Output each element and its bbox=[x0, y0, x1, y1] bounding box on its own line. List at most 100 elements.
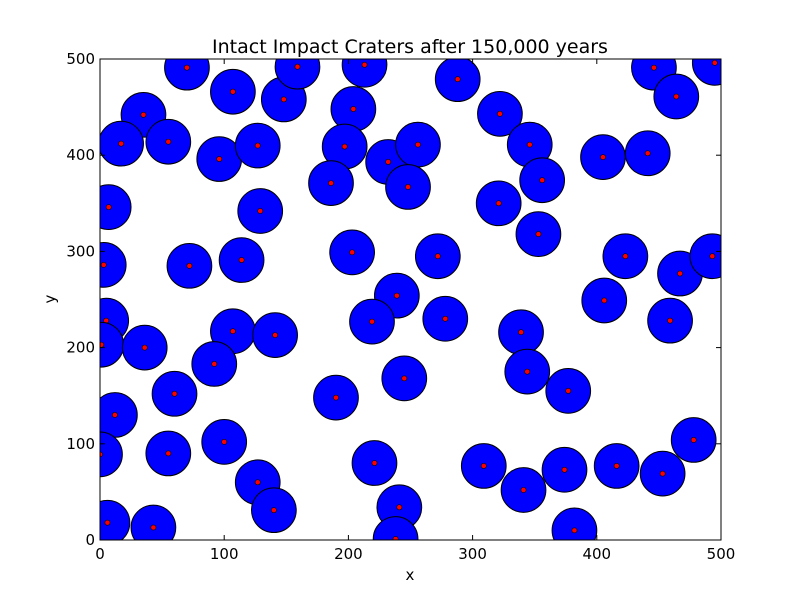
crater-center-20 bbox=[600, 154, 606, 161]
crater-center-50 bbox=[401, 375, 408, 382]
crater-center-60 bbox=[561, 466, 568, 473]
y-tick-label-0: 0 bbox=[85, 531, 95, 549]
chart-title: Intact Impact Craters after 150,000 year… bbox=[212, 36, 608, 58]
crater-center-13 bbox=[350, 106, 357, 112]
x-tick-label-0: 0 bbox=[95, 545, 105, 563]
crater-center-37 bbox=[393, 292, 400, 299]
crater-center-5 bbox=[454, 76, 461, 83]
crater-center-69 bbox=[150, 524, 157, 531]
crater-center-11 bbox=[165, 138, 172, 145]
crater-center-68 bbox=[104, 519, 111, 526]
y-axis: 0 100 200 300 400 500 bbox=[66, 50, 721, 549]
crater-center-18 bbox=[415, 141, 421, 148]
crater-center-48 bbox=[211, 361, 218, 367]
crater-center-31 bbox=[100, 261, 107, 268]
crater-center-42 bbox=[369, 318, 375, 325]
crater-center-64 bbox=[254, 479, 261, 486]
plot-frame bbox=[99, 58, 722, 541]
crater-center-30 bbox=[238, 257, 245, 263]
crater-center-6 bbox=[651, 64, 657, 71]
crater-center-34 bbox=[622, 253, 629, 260]
crater-center-45 bbox=[518, 329, 524, 336]
crater-68 bbox=[100, 499, 131, 540]
crater-center-26 bbox=[257, 208, 264, 214]
x-tick-label-5: 500 bbox=[707, 545, 736, 563]
crater-center-49 bbox=[524, 368, 531, 375]
crater-center-41 bbox=[272, 332, 279, 338]
crater-center-17 bbox=[385, 159, 392, 165]
crater-center-51 bbox=[565, 387, 572, 394]
crater-center-1 bbox=[229, 88, 236, 95]
x-tick-label-3: 300 bbox=[458, 545, 487, 563]
crater-center-44 bbox=[667, 317, 673, 324]
y-axis-label: y bbox=[41, 294, 59, 303]
crater-layer bbox=[100, 59, 721, 540]
y-tick-label-5: 500 bbox=[66, 50, 95, 68]
crater-center-33 bbox=[434, 253, 441, 260]
crater-center-46 bbox=[100, 341, 105, 348]
crater-center-25 bbox=[105, 204, 112, 211]
crater-center-63 bbox=[690, 437, 697, 443]
crater-3 bbox=[274, 59, 321, 90]
x-tick-label-1: 100 bbox=[210, 545, 239, 563]
crater-center-66 bbox=[396, 504, 403, 511]
crater-center-23 bbox=[328, 180, 334, 186]
crater-center-9 bbox=[140, 111, 147, 118]
crater-center-57 bbox=[165, 450, 172, 457]
crater-56 bbox=[100, 431, 123, 478]
crater-center-36 bbox=[709, 253, 716, 260]
crater-center-32 bbox=[186, 262, 193, 269]
crater-center-24 bbox=[405, 184, 411, 190]
crater-center-2 bbox=[280, 96, 287, 103]
crater-center-14 bbox=[216, 156, 223, 162]
crater-4 bbox=[341, 59, 388, 88]
crater-0 bbox=[164, 59, 210, 91]
crater-center-53 bbox=[333, 394, 339, 401]
crater-center-28 bbox=[535, 231, 542, 237]
crater-70 bbox=[551, 507, 598, 540]
x-axis: 0 100 200 300 400 500 bbox=[95, 59, 735, 563]
y-tick-label-1: 100 bbox=[66, 435, 95, 453]
y-tick-label-2: 200 bbox=[66, 339, 95, 357]
crater-center-59 bbox=[480, 463, 487, 469]
crater-center-58 bbox=[371, 460, 378, 466]
crater-center-0 bbox=[184, 64, 190, 71]
crater-center-29 bbox=[349, 249, 356, 256]
y-tick-label-3: 300 bbox=[66, 242, 95, 260]
crater-center-22 bbox=[539, 177, 546, 184]
crater-center-43 bbox=[442, 315, 449, 322]
crater-center-4 bbox=[361, 61, 368, 68]
crater-center-27 bbox=[495, 200, 502, 207]
crater-36 bbox=[689, 233, 721, 280]
x-tick-label-4: 400 bbox=[582, 545, 611, 563]
crater-center-19 bbox=[526, 141, 533, 148]
crater-69 bbox=[130, 504, 177, 540]
crater-31 bbox=[100, 242, 127, 288]
crater-center-54 bbox=[112, 412, 118, 418]
crater-center-38 bbox=[601, 297, 608, 304]
crater-center-71 bbox=[392, 536, 399, 540]
crater-71 bbox=[372, 516, 419, 540]
x-tick-label-2: 200 bbox=[334, 545, 363, 563]
crater-center-62 bbox=[659, 470, 666, 477]
crater-center-61 bbox=[613, 463, 620, 469]
y-tick-label-4: 400 bbox=[66, 146, 95, 164]
crater-center-3 bbox=[294, 63, 301, 70]
crater-center-40 bbox=[229, 328, 236, 335]
crater-center-15 bbox=[254, 142, 261, 149]
crater-center-10 bbox=[118, 140, 125, 147]
crater-center-35 bbox=[677, 270, 683, 277]
crater-center-47 bbox=[141, 344, 148, 351]
crater-center-12 bbox=[497, 110, 503, 117]
crater-center-8 bbox=[711, 59, 718, 66]
crater-center-7 bbox=[673, 93, 680, 100]
x-axis-label: x bbox=[406, 566, 415, 584]
crater-center-70 bbox=[571, 527, 578, 534]
crater-center-21 bbox=[644, 150, 651, 157]
crater-25 bbox=[100, 184, 132, 230]
crater-center-65 bbox=[520, 487, 527, 493]
crater-center-16 bbox=[341, 143, 348, 150]
crater-center-52 bbox=[171, 390, 178, 397]
crater-center-67 bbox=[270, 507, 277, 514]
